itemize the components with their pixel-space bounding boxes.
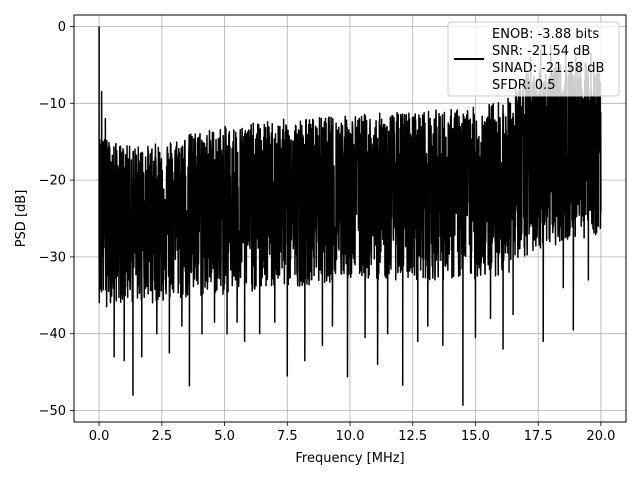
y-axis-label: PSD [dB]: [14, 190, 29, 248]
y-tick-label: −30: [39, 250, 66, 265]
legend-sfdr: SFDR: 0.5: [492, 78, 556, 93]
y-tick-label: −40: [39, 327, 66, 342]
legend-sinad: SINAD: -21.58 dB: [492, 61, 604, 76]
y-tick-label: −50: [39, 404, 66, 419]
x-tick-label: 2.5: [151, 429, 172, 444]
legend: ENOB: -3.88 bits SNR: -21.54 dB SINAD: -…: [447, 21, 620, 97]
legend-snr: SNR: -21.54 dB: [492, 44, 590, 59]
x-axis-label: Frequency [MHz]: [295, 451, 404, 466]
legend-enob: ENOB: -3.88 bits: [492, 27, 599, 42]
x-tick-label: 5.0: [214, 429, 235, 444]
x-tick-label: 17.5: [524, 429, 553, 444]
y-tick-label: 0: [58, 20, 66, 35]
y-tick-label: −20: [39, 174, 66, 189]
psd-series: [98, 26, 602, 406]
psd-trace: [98, 26, 602, 406]
x-tick-label: 15.0: [461, 429, 490, 444]
x-tick-label: 7.5: [277, 429, 298, 444]
y-tick-label: −10: [39, 97, 66, 112]
legend-box: [447, 21, 620, 97]
y-axis-ticks: 0 −10 −20 −30 −40 −50: [39, 20, 74, 419]
x-tick-label: 12.5: [398, 429, 427, 444]
x-tick-label: 10.0: [336, 429, 365, 444]
x-tick-label: 0.0: [89, 429, 110, 444]
x-axis-ticks: 0.0 2.5 5.0 7.5 10.0 12.5 15.0 17.5 20.0: [89, 422, 615, 444]
x-tick-label: 20.0: [586, 429, 615, 444]
